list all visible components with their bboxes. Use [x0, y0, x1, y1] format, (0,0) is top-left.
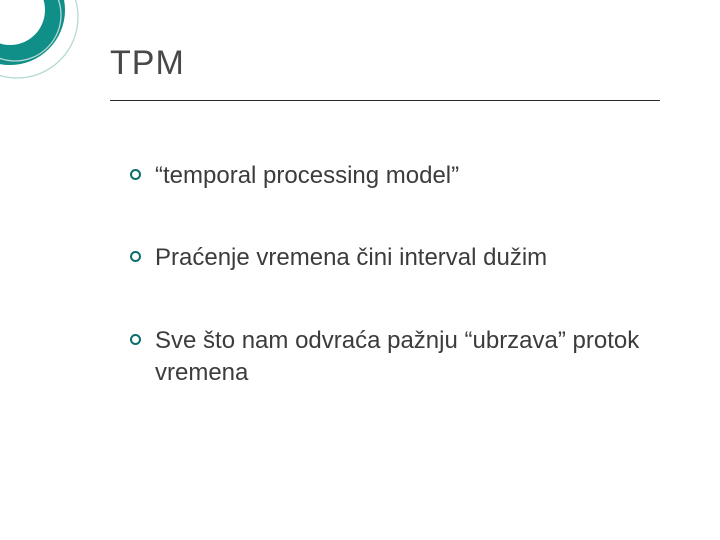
bullet-text: “temporal processing model”: [155, 160, 459, 192]
list-item: Sve što nam odvraća pažnju “ubrzava” pro…: [130, 325, 650, 390]
corner-ornament: [0, 0, 85, 85]
bullet-text: Sve što nam odvraća pažnju “ubrzava” pro…: [155, 325, 650, 390]
bullet-list: “temporal processing model” Praćenje vre…: [130, 160, 650, 440]
bullet-ring-icon: [130, 251, 141, 262]
slide-title: TPM: [110, 44, 185, 83]
list-item: “temporal processing model”: [130, 160, 650, 192]
bullet-ring-icon: [130, 169, 141, 180]
bullet-ring-icon: [130, 334, 141, 345]
bullet-text: Praćenje vremena čini interval dužim: [155, 242, 547, 274]
list-item: Praćenje vremena čini interval dužim: [130, 242, 650, 274]
title-underline: [110, 100, 660, 101]
